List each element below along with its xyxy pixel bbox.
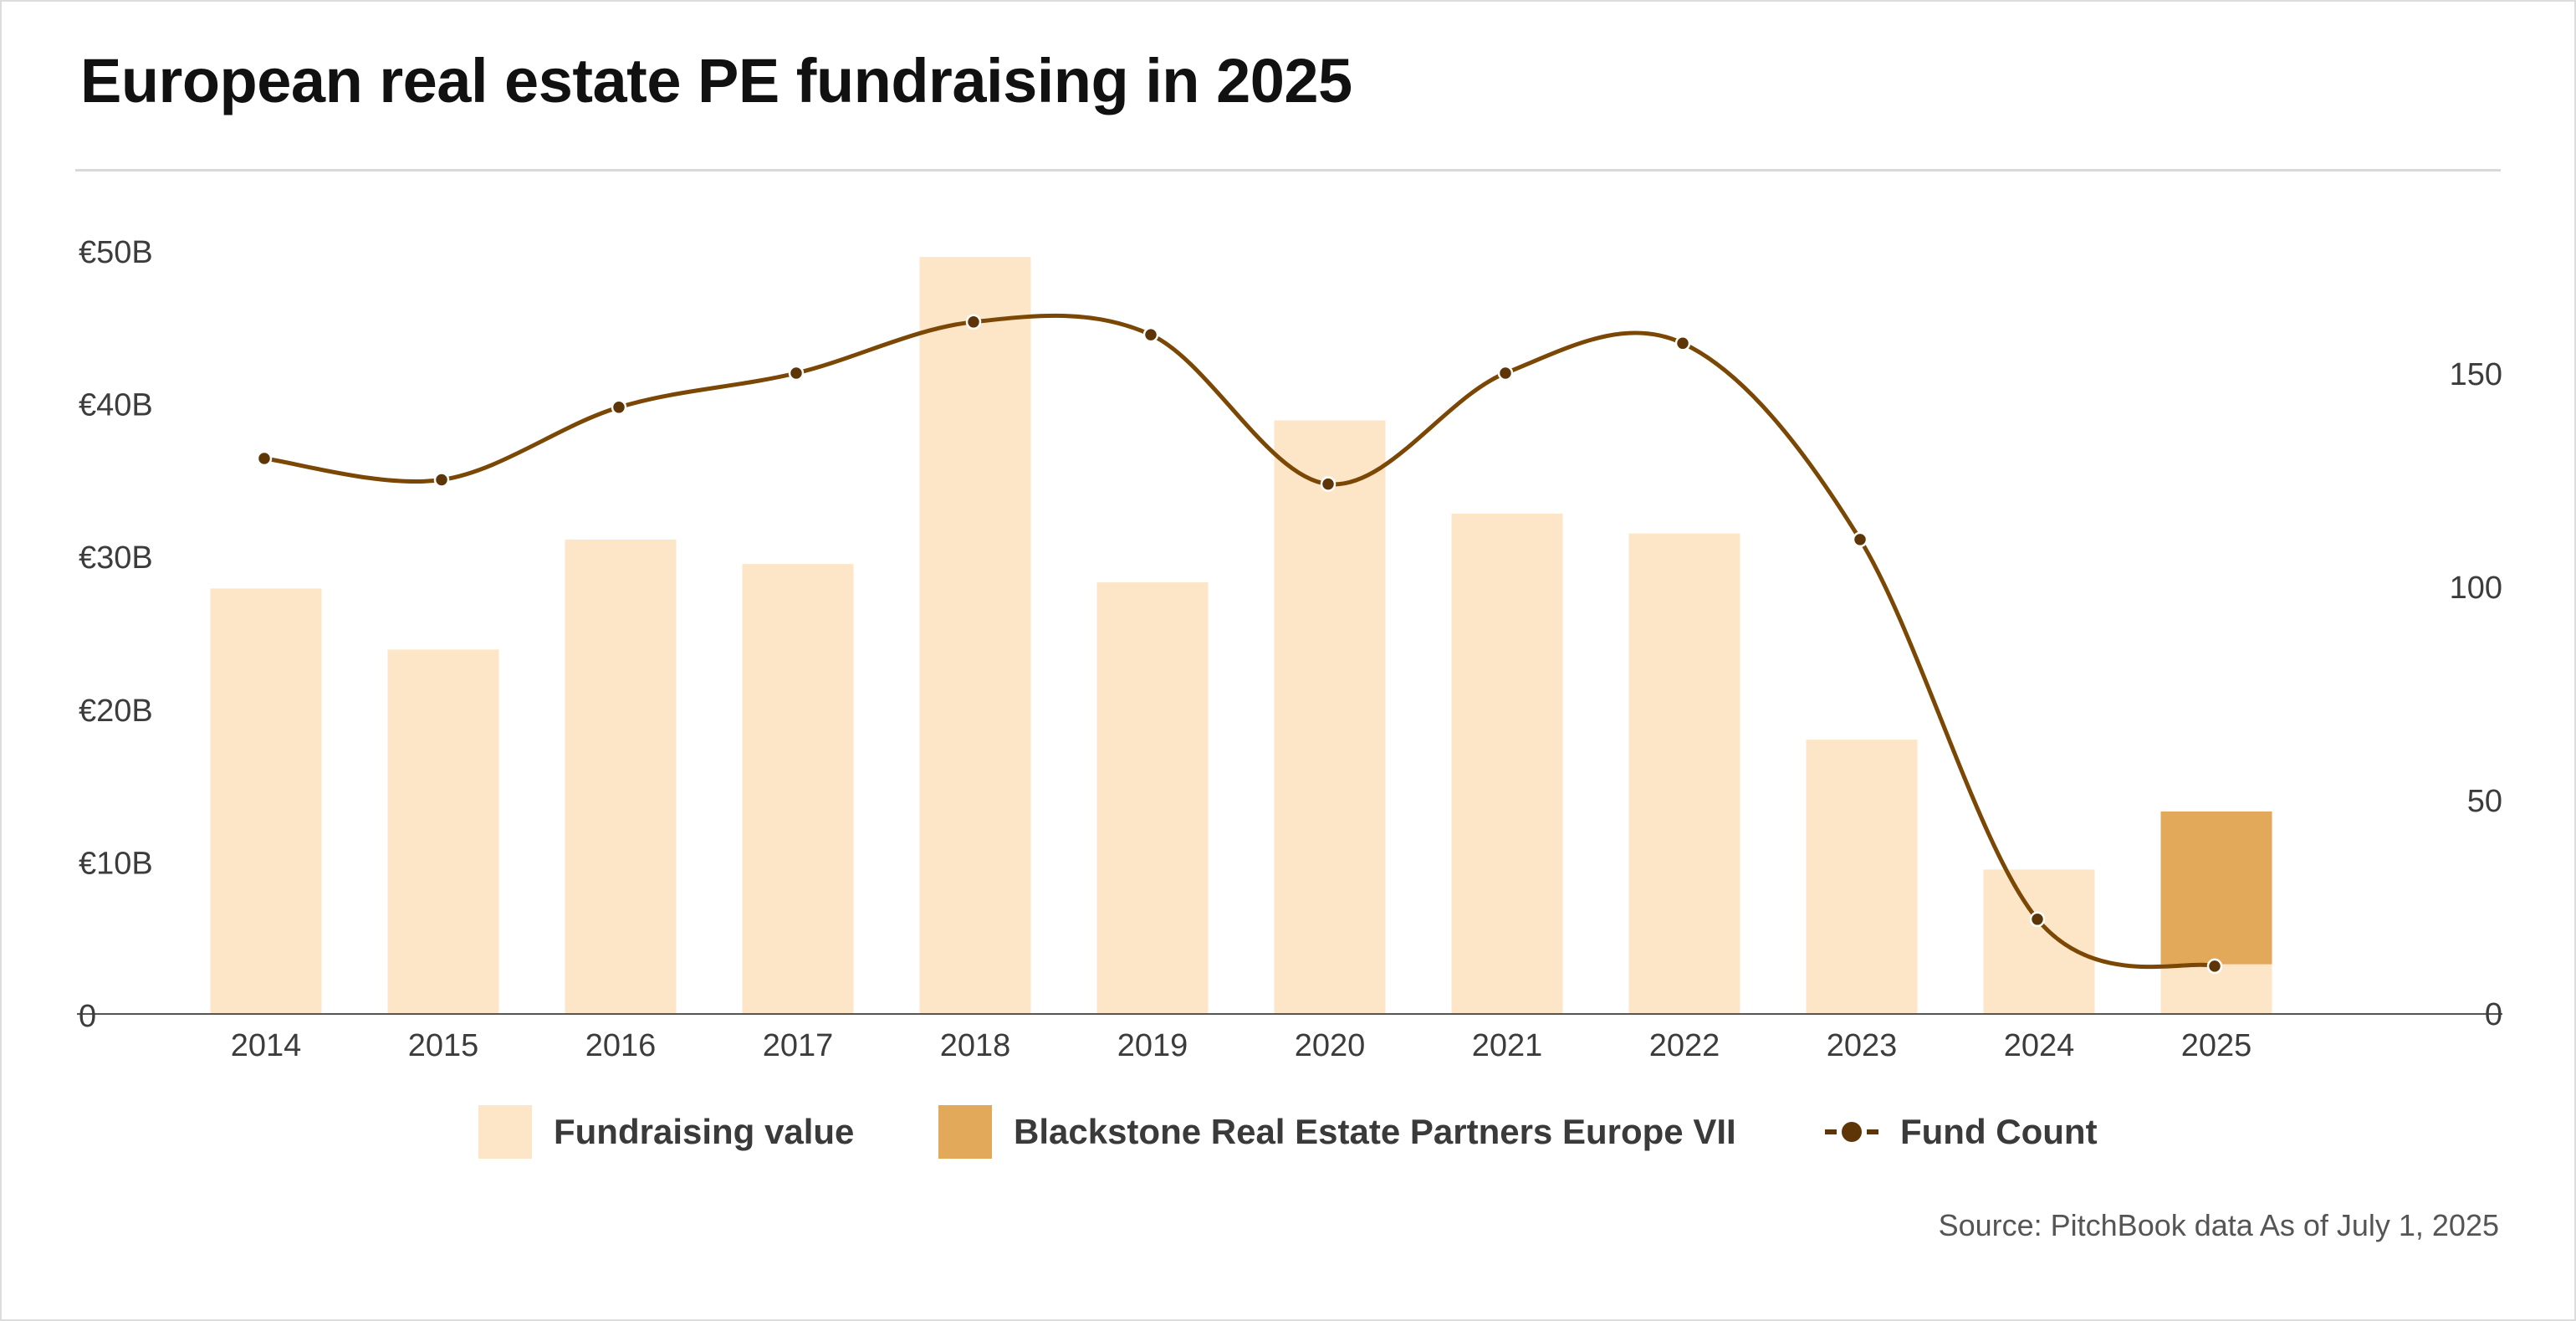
bar-fundraising-value-2017 — [742, 564, 854, 1013]
fund-count-line-layer — [256, 313, 2223, 975]
fund-count-point-2016 — [611, 399, 627, 416]
fund-count-point-2021 — [1497, 365, 1514, 381]
title-divider — [75, 169, 2501, 172]
x-tick-label: 2021 — [1472, 1028, 1543, 1063]
bar-fundraising-value-2022 — [1628, 533, 1740, 1013]
blackstone-swatch — [938, 1105, 992, 1159]
y-left-tick-label: 0 — [79, 999, 96, 1034]
y-left-tick-label: €10B — [79, 846, 153, 881]
bar-blackstone-2025 — [2160, 811, 2272, 965]
fund-count-line-icon — [1825, 1105, 1878, 1159]
fund-count-point-2017 — [788, 365, 805, 381]
fund-count-point-2024 — [2029, 911, 2046, 928]
bar-fundraising-value-2024 — [1983, 869, 2095, 1013]
x-tick-label: 2025 — [2181, 1028, 2252, 1063]
legend-label-fundraising-value: Fundraising value — [554, 1112, 855, 1151]
y-left-tick-label: €50B — [79, 235, 153, 270]
y-right-tick-label: 100 — [2450, 571, 2502, 606]
legend-item-fundraising-value: Fundraising value — [478, 1103, 854, 1161]
y-right-tick-label: 150 — [2450, 357, 2502, 392]
fund-count-point-2020 — [1320, 476, 1337, 492]
y-left-tick-label: €20B — [79, 694, 153, 729]
bar-fundraising-value-2018 — [919, 257, 1031, 1013]
y-left-tick-label: €40B — [79, 388, 153, 423]
bar-fundraising-value-2019 — [1096, 582, 1209, 1013]
x-tick-label: 2015 — [408, 1028, 479, 1063]
fund-count-point-2019 — [1142, 326, 1159, 343]
fund-count-point-2025 — [2206, 958, 2223, 975]
legend-item-blackstone: Blackstone Real Estate Partners Europe V… — [938, 1103, 1736, 1161]
y-left-tick-label: €30B — [79, 540, 153, 576]
legend-item-fund-count: Fund Count — [1825, 1103, 2098, 1161]
legend: Fundraising value Blackstone Real Estate… — [2, 1103, 2576, 1161]
bar-fundraising-value-2020 — [1274, 420, 1386, 1014]
legend-label-blackstone: Blackstone Real Estate Partners Europe V… — [1014, 1112, 1736, 1151]
chart-title: European real estate PE fundraising in 2… — [80, 46, 1352, 115]
bar-fundraising-value-2023 — [1806, 740, 1918, 1013]
axes-layer: 0 €10B €20B €30B €40B €50B 0 50 100 150 2014 2015 20… — [77, 235, 2502, 1063]
x-tick-label: 2014 — [231, 1028, 302, 1063]
x-tick-label: 2022 — [1649, 1028, 1720, 1063]
x-tick-label: 2020 — [1295, 1028, 1366, 1063]
x-tick-label: 2018 — [940, 1028, 1011, 1063]
x-tick-label: 2016 — [585, 1028, 657, 1063]
fund-count-point-2023 — [1852, 531, 1868, 548]
bar-fundraising-value-2015 — [387, 649, 499, 1013]
bars-layer — [210, 257, 2272, 1014]
y-right-tick-label: 50 — [2467, 784, 2502, 819]
fund-count-point-2014 — [256, 450, 273, 467]
source-note: Source: PitchBook data As of July 1, 202… — [1938, 1208, 2499, 1242]
bar-fundraising-value-2016 — [565, 539, 677, 1013]
x-tick-label: 2023 — [1827, 1028, 1898, 1063]
bar-fundraising-value-2014 — [210, 588, 322, 1013]
fund-count-line — [263, 313, 2216, 970]
fund-count-point-2018 — [965, 314, 982, 330]
x-tick-label: 2019 — [1117, 1028, 1188, 1063]
x-tick-label: 2017 — [763, 1028, 834, 1063]
fundraising-value-swatch — [478, 1105, 532, 1159]
y-right-tick-label: 0 — [2485, 997, 2502, 1032]
x-tick-label: 2024 — [2004, 1028, 2075, 1063]
chart-plot: 0 €10B €20B €30B €40B €50B 0 50 100 150 2014 2015 20… — [77, 235, 2502, 1063]
bar-fundraising-value-2021 — [1451, 513, 1563, 1013]
fund-count-point-2022 — [1674, 335, 1691, 351]
legend-label-fund-count: Fund Count — [1900, 1112, 2098, 1151]
fund-count-point-2015 — [433, 472, 450, 488]
